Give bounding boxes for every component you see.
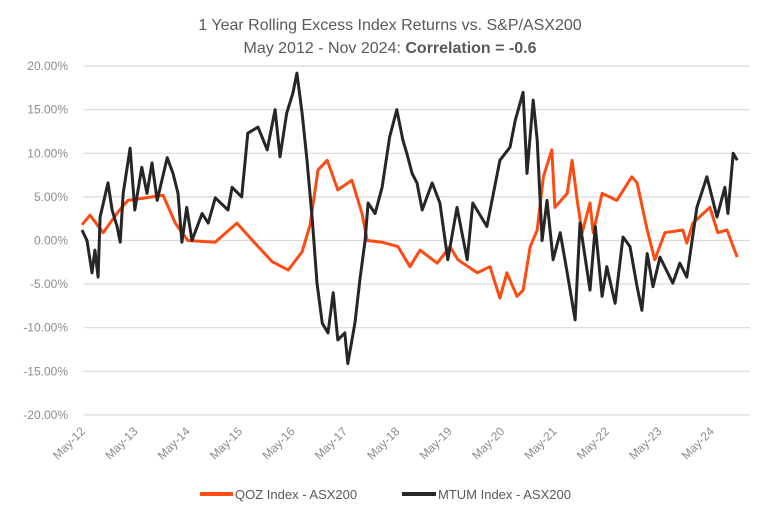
x-tick-label: May-23 xyxy=(626,424,664,462)
x-axis-ticks: May-12 May-13 May-14 May-15 May-16 May-17 May-… xyxy=(50,424,717,462)
x-tick-label: May-20 xyxy=(469,424,507,462)
legend: QOZ Index - ASX200 MTUM Index - ASX200 xyxy=(200,487,571,502)
y-tick-label: 10.00% xyxy=(27,146,68,160)
subtitle-date-range: May 2012 - Nov 2024: xyxy=(243,40,405,57)
series-line-mtum xyxy=(80,71,739,365)
x-tick-label: May-14 xyxy=(155,424,193,462)
chart-title: 1 Year Rolling Excess Index Returns vs. … xyxy=(198,17,581,34)
x-tick-label: May-12 xyxy=(50,424,88,462)
series-line-qoz xyxy=(80,148,739,300)
x-tick-label: May-15 xyxy=(207,424,245,462)
y-tick-label: -15.00% xyxy=(23,364,68,378)
legend-label-mtum: MTUM Index - ASX200 xyxy=(438,487,571,502)
x-tick-label: May-18 xyxy=(364,424,402,462)
x-tick-label: May-22 xyxy=(574,424,612,462)
x-tick-label: May-13 xyxy=(102,424,140,462)
subtitle-correlation: Correlation = -0.6 xyxy=(405,40,536,57)
x-tick-label: May-24 xyxy=(679,424,717,462)
y-tick-label: 15.00% xyxy=(27,103,68,117)
x-tick-label: May-19 xyxy=(417,424,455,462)
series-lines xyxy=(80,71,739,365)
x-tick-label: May-21 xyxy=(521,424,559,462)
y-tick-label: -10.00% xyxy=(23,321,68,335)
y-tick-label: -20.00% xyxy=(23,408,68,422)
y-tick-label: 20.00% xyxy=(27,59,68,73)
x-tick-label: May-16 xyxy=(260,424,298,462)
x-tick-label: May-17 xyxy=(312,424,350,462)
legend-label-qoz: QOZ Index - ASX200 xyxy=(235,487,357,502)
y-tick-label: 5.00% xyxy=(34,190,68,204)
y-tick-label: -5.00% xyxy=(30,277,68,291)
y-tick-label: 0.00% xyxy=(34,234,68,248)
chart-subtitle: May 2012 - Nov 2024: Correlation = -0.6 xyxy=(243,40,536,57)
y-axis-ticks: 20.00% 15.00% 10.00% 5.00% 0.00% -5.00% -10.00… xyxy=(23,59,68,422)
